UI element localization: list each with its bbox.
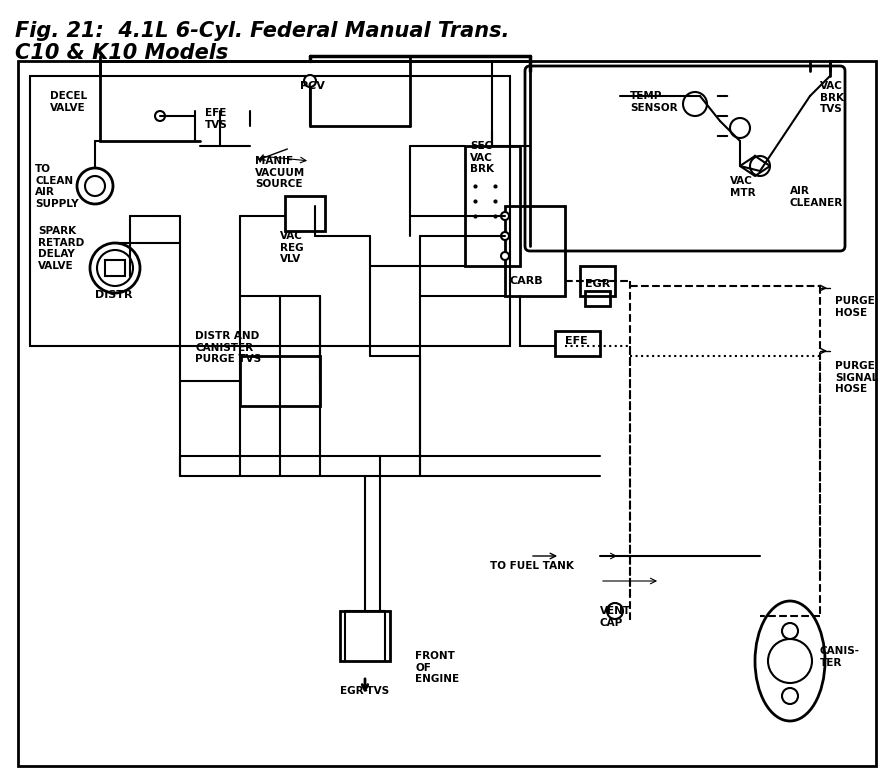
- Text: FRONT
OF
ENGINE: FRONT OF ENGINE: [415, 651, 459, 684]
- Circle shape: [683, 92, 707, 116]
- Circle shape: [607, 603, 623, 619]
- Circle shape: [97, 250, 133, 286]
- Circle shape: [750, 156, 770, 176]
- Circle shape: [85, 176, 105, 196]
- Text: EFE
TVS: EFE TVS: [205, 108, 228, 130]
- Circle shape: [304, 75, 316, 87]
- Circle shape: [782, 623, 798, 639]
- Text: C10 & K10 Models: C10 & K10 Models: [15, 43, 228, 63]
- Text: TEMP
SENSOR: TEMP SENSOR: [630, 91, 678, 113]
- Text: VAC
BRK
TVS: VAC BRK TVS: [820, 81, 844, 114]
- Text: EGR-TVS: EGR-TVS: [340, 686, 389, 696]
- Text: VAC
MTR: VAC MTR: [730, 176, 756, 198]
- Circle shape: [768, 639, 812, 683]
- Circle shape: [730, 118, 750, 138]
- Circle shape: [90, 243, 140, 293]
- Ellipse shape: [755, 601, 825, 721]
- Text: VENT
CAP: VENT CAP: [600, 606, 631, 628]
- Text: DISTR: DISTR: [95, 290, 133, 300]
- Text: Fig. 21:  4.1L 6-Cyl. Federal Manual Trans.: Fig. 21: 4.1L 6-Cyl. Federal Manual Tran…: [15, 21, 510, 41]
- Text: MANIF
VACUUM
SOURCE: MANIF VACUUM SOURCE: [255, 156, 306, 189]
- Bar: [505, 206, 565, 296]
- Bar: [580, 266, 615, 296]
- Circle shape: [501, 212, 509, 220]
- Text: PCV: PCV: [300, 81, 325, 91]
- Circle shape: [782, 688, 798, 704]
- Bar: [585, 291, 610, 306]
- Text: CARB: CARB: [510, 276, 544, 286]
- Bar: [285, 196, 325, 231]
- Circle shape: [77, 168, 113, 204]
- Text: VAC
REG
VLV: VAC REG VLV: [280, 231, 304, 264]
- Bar: [340, 611, 390, 661]
- Text: SEC
VAC
BRK: SEC VAC BRK: [470, 141, 494, 174]
- Circle shape: [501, 232, 509, 240]
- Text: PURGE
SIGNAL
HOSE: PURGE SIGNAL HOSE: [835, 361, 879, 394]
- Text: AIR
CLEANER: AIR CLEANER: [790, 186, 843, 208]
- Text: CANIS-
TER: CANIS- TER: [820, 646, 860, 667]
- Circle shape: [155, 111, 165, 121]
- Text: TO FUEL TANK: TO FUEL TANK: [490, 561, 574, 571]
- Text: PURGE
HOSE: PURGE HOSE: [835, 296, 875, 317]
- Bar: [465, 146, 520, 266]
- FancyBboxPatch shape: [525, 66, 845, 251]
- Text: SPARK
RETARD
DELAY
VALVE: SPARK RETARD DELAY VALVE: [38, 226, 85, 271]
- Bar: [240, 356, 320, 406]
- Text: DISTR AND
CANISTER
PURGE TVS: DISTR AND CANISTER PURGE TVS: [195, 331, 261, 364]
- Circle shape: [501, 252, 509, 260]
- Text: DECEL
VALVE: DECEL VALVE: [50, 91, 87, 113]
- Text: EGR: EGR: [585, 279, 610, 289]
- Text: EFE: EFE: [565, 336, 588, 346]
- Bar: [105, 260, 125, 276]
- Text: TO
CLEAN
AIR
SUPPLY: TO CLEAN AIR SUPPLY: [35, 164, 78, 209]
- Bar: [30, 76, 510, 346]
- Bar: [555, 331, 600, 356]
